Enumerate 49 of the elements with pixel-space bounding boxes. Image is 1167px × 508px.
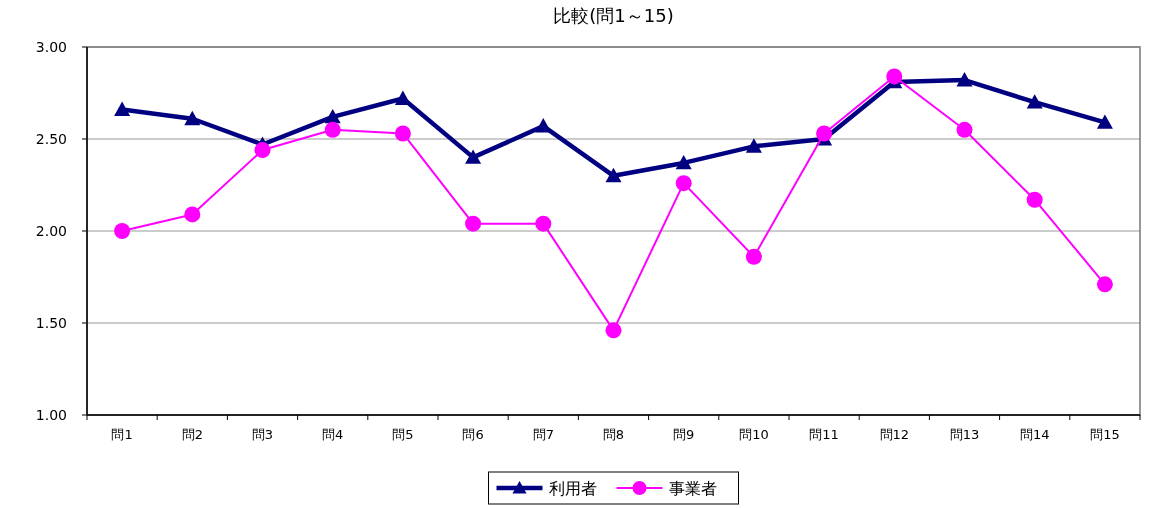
y-tick-label: 1.00 (35, 407, 67, 423)
point (114, 223, 131, 239)
x-tick-label: 問12 (879, 427, 910, 442)
x-tick-label: 問8 (602, 427, 625, 442)
point (324, 121, 341, 138)
point (535, 215, 552, 232)
x-tick-label: 問2 (181, 427, 203, 442)
point (1096, 276, 1113, 293)
point (1096, 114, 1113, 129)
x-tick-label: 問10 (739, 427, 769, 442)
x-tick-label: 問14 (1019, 427, 1050, 442)
point (745, 248, 762, 265)
point (1026, 94, 1043, 109)
point (465, 215, 482, 232)
x-tick-label: 問1 (111, 427, 133, 442)
point (184, 206, 201, 223)
x-tick-label: 問11 (809, 427, 839, 442)
point (394, 125, 411, 142)
x-tick-label: 問7 (532, 427, 554, 442)
x-tick-label: 問5 (392, 427, 414, 442)
point (956, 121, 973, 138)
y-tick-label: 2.50 (35, 131, 67, 147)
point (465, 149, 482, 164)
point (184, 110, 201, 126)
point (324, 108, 341, 124)
legend-label: 利用者 (548, 479, 597, 498)
title: 比較(問1～15) (553, 5, 674, 26)
point (114, 101, 131, 116)
y-tick-label: 3.00 (35, 39, 67, 55)
x-tick-label: 問3 (251, 427, 274, 442)
point (675, 175, 692, 192)
x-tick-label: 問13 (949, 427, 980, 442)
y-tick-label: 2.00 (35, 223, 67, 239)
y-tick-label: 1.50 (35, 315, 67, 331)
x-tick-label: 問6 (462, 427, 484, 442)
point (675, 154, 692, 170)
x-tick-label: 問4 (322, 427, 344, 442)
x-tick-label: 問9 (673, 427, 695, 442)
point (605, 322, 622, 339)
point (745, 138, 762, 153)
point (254, 142, 271, 159)
point (1026, 191, 1043, 208)
point (886, 68, 903, 85)
point (605, 167, 622, 183)
point (394, 90, 411, 105)
point (956, 72, 973, 87)
point (816, 125, 833, 142)
x-tick-label: 問15 (1090, 427, 1120, 442)
legend-label: 事業者 (668, 479, 717, 498)
